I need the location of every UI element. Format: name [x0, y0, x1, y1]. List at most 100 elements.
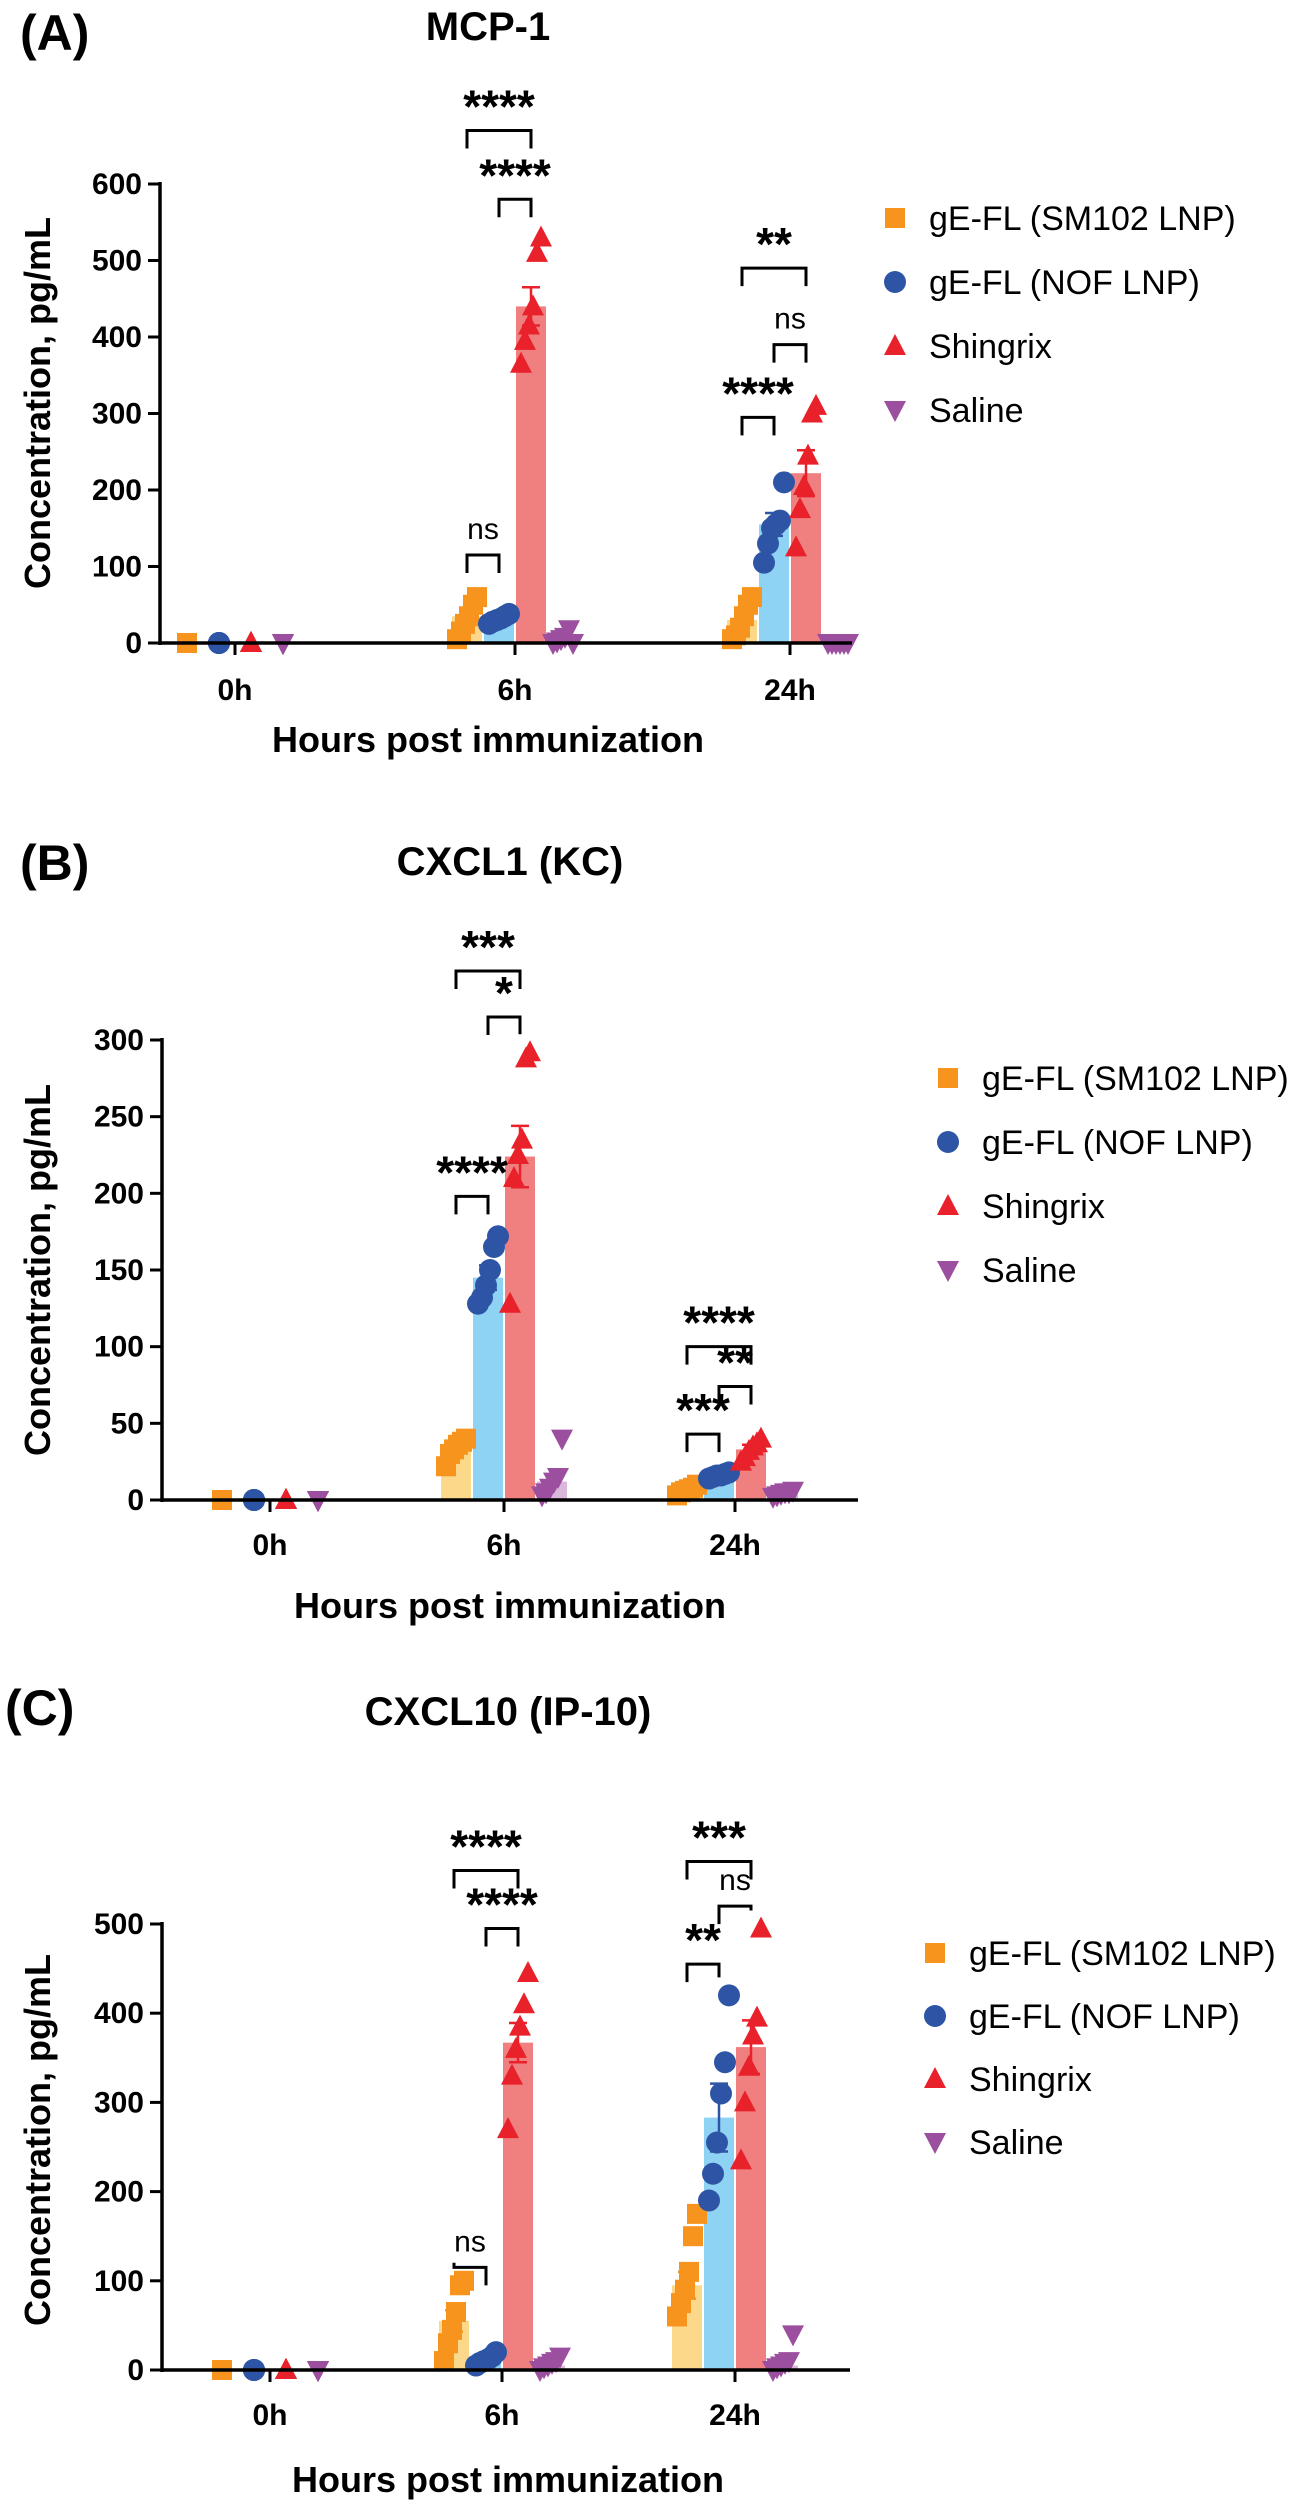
legend-marker: [937, 1194, 959, 1215]
data-point: [456, 1428, 476, 1449]
data-point: [547, 1468, 569, 1489]
data-point: [519, 1040, 541, 1062]
x-tick-label: 24h: [709, 1529, 761, 1562]
significance-label: **: [685, 1914, 721, 1966]
data-point: [511, 1127, 533, 1149]
x-tick-label: 0h: [252, 2399, 287, 2432]
significance-bracket: [740, 266, 808, 287]
y-axis-label: Concentration, pg/mL: [17, 1954, 58, 2326]
legend-label: gE-FL (NOF LNP): [982, 1124, 1253, 1162]
y-tick-label: 0: [127, 2354, 144, 2387]
data-point: [753, 551, 775, 574]
legend-marker: [884, 334, 906, 355]
legend: gE-FL (SM102 LNP) gE-FL (NOF LNP) Shingrix…: [937, 1060, 1289, 1290]
significance-bracket: [685, 1432, 721, 1453]
significance-label: ns: [467, 513, 499, 546]
y-tick-label: 150: [94, 1254, 144, 1287]
data-point: [514, 328, 536, 350]
data-point: [551, 1429, 573, 1451]
data-point: [530, 225, 552, 247]
y-tick-label: 500: [92, 245, 142, 278]
significance-label: ****: [479, 149, 551, 201]
y-tick-label: 600: [92, 168, 142, 201]
x-axis-label: Hours post immunization: [294, 1585, 726, 1626]
significance-label: ***: [676, 1384, 730, 1436]
legend-label: Saline: [969, 2124, 1064, 2162]
data-point: [742, 587, 762, 608]
panel-mcp1: (A) MCP-1 Concentration, pg/mL Hours pos…: [17, 5, 1236, 760]
panel-cxcl10: (C) CXCL10 (IP-10) Concentration, pg/mL …: [5, 1680, 1276, 2500]
significance-label: ***: [692, 1812, 746, 1864]
data-point: [513, 1992, 535, 2014]
legend-label: Shingrix: [982, 1188, 1105, 1226]
data-point: [773, 471, 795, 494]
legend-marker: [924, 2133, 946, 2154]
legend-marker: [924, 2005, 946, 2027]
x-axis-label: Hours post immunization: [272, 719, 704, 760]
x-tick-label: 0h: [252, 1529, 287, 1562]
y-tick-label: 100: [94, 2265, 144, 2298]
data-point: [518, 313, 540, 335]
data-point: [526, 240, 548, 262]
data-point: [738, 2054, 760, 2076]
significance-label: ****: [463, 80, 535, 132]
significance-bracket: [465, 128, 533, 149]
data-point: [499, 1291, 521, 1313]
plot-area: 0 100 200 300 400 500 600 0h 6h 24h **** **** ns ** ns…: [92, 80, 859, 707]
data-point: [485, 2341, 507, 2364]
y-tick-label: 100: [94, 1331, 144, 1364]
y-tick-label: 300: [94, 1024, 144, 1057]
significance-label: ****: [436, 1146, 508, 1198]
y-tick-label: 100: [92, 551, 142, 584]
data-point: [730, 2148, 752, 2170]
significance-bracket: [772, 343, 808, 363]
bar: [704, 2117, 734, 2370]
y-tick-label: 400: [92, 321, 142, 354]
y-axis-label: Concentration, pg/mL: [17, 1084, 58, 1456]
legend-label: gE-FL (NOF LNP): [969, 1998, 1240, 2036]
significance-bracket: [740, 415, 776, 436]
legend-label: gE-FL (SM102 LNP): [982, 1060, 1289, 1098]
significance-bracket: [486, 1015, 522, 1035]
significance-bracket: [685, 1345, 753, 1365]
y-tick-label: 50: [111, 1407, 144, 1440]
panel-letter: (C): [5, 1680, 74, 1736]
significance-bracket: [452, 1868, 520, 1889]
data-point: [522, 294, 544, 316]
legend-label: Saline: [982, 1252, 1077, 1290]
data-point: [789, 497, 811, 519]
y-axis-label: Concentration, pg/mL: [17, 217, 58, 589]
significance-label: **: [756, 218, 792, 270]
panel-letter: (A): [20, 5, 89, 61]
data-point: [501, 2063, 523, 2085]
legend-label: Shingrix: [969, 2061, 1092, 2099]
data-point: [702, 2162, 724, 2185]
legend-marker: [884, 401, 906, 422]
data-point: [683, 2226, 703, 2247]
data-point: [718, 1984, 740, 2007]
data-point: [479, 1259, 501, 1281]
significance-bracket: [497, 197, 533, 218]
y-tick-label: 200: [94, 1177, 144, 1210]
data-point: [498, 602, 520, 625]
legend-label: gE-FL (SM102 LNP): [929, 200, 1236, 238]
significance-bracket: [717, 1385, 753, 1405]
significance-bracket: [685, 1962, 721, 1983]
x-axis-label: Hours post immunization: [292, 2459, 724, 2500]
significance-label: *: [495, 967, 513, 1019]
data-point: [769, 509, 791, 532]
data-point: [549, 2347, 571, 2369]
data-point: [706, 2131, 728, 2154]
data-point: [698, 2189, 720, 2212]
data-point: [510, 351, 532, 373]
significance-label: ****: [450, 1820, 522, 1872]
significance-bracket: [452, 2262, 488, 2286]
significance-label: **: [717, 1337, 753, 1389]
data-point: [797, 443, 819, 465]
data-point: [558, 620, 580, 642]
data-point: [714, 2051, 736, 2074]
legend-label: Shingrix: [929, 328, 1052, 366]
legend-marker: [885, 208, 905, 228]
y-tick-label: 250: [94, 1101, 144, 1134]
